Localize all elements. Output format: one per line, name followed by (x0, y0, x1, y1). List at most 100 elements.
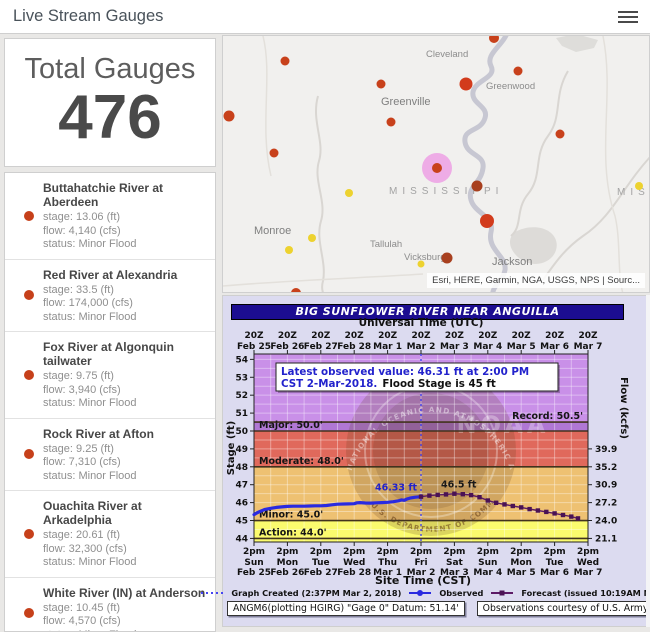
list-item[interactable]: Red River at Alexandria stage: 33.5 (ft) f… (5, 260, 215, 332)
terrain-patch (556, 36, 598, 52)
forecast-point (460, 492, 465, 497)
utc-tick: 20Z (478, 331, 498, 341)
utc-tick: 20Z (545, 331, 565, 341)
svg-text:CST 2-Mar-2018.Flood Stage is: CST 2-Mar-2018. Flood Stage is 45 ft (281, 378, 496, 390)
app-title: Live Stream Gauges (13, 7, 164, 25)
forecast-point (552, 511, 557, 516)
gauge-flow: flow: 32,300 (cfs) (43, 542, 127, 555)
cst-tick-day: Thu (378, 558, 397, 568)
utc-axis-title: Universal Time (UTC) (359, 317, 484, 329)
utc-tick: 20Z (512, 331, 532, 341)
cst-tick-time: 2pm (343, 547, 365, 557)
utc-tick-date: Feb 28 (337, 342, 371, 352)
datum-note: ANGM6(plotting HGIRG) "Gage 0" Datum: 51… (227, 601, 465, 616)
gauge-status-dot (24, 608, 34, 619)
gauge-marker[interactable] (223, 110, 235, 122)
stage-tick: 53 (235, 373, 248, 383)
chart-footer: ANGM6(plotting HGIRG) "Gage 0" Datum: 51… (227, 601, 650, 616)
list-item[interactable]: Buttahatchie River at Aberdeen stage: 13.… (5, 173, 215, 260)
gauge-marker[interactable] (459, 77, 473, 91)
forecast-point (477, 495, 482, 500)
gauge-marker[interactable] (417, 260, 425, 268)
gauge-marker[interactable] (280, 56, 290, 66)
dotted-legend-symbol (200, 589, 224, 597)
cst-tick-day: Mon (510, 558, 532, 568)
gauge-marker[interactable] (269, 148, 279, 158)
flood-line-label: Minor: 45.0' (259, 510, 323, 521)
utc-tick-date: Feb 25 (237, 342, 271, 352)
forecast-point (452, 491, 457, 496)
list-item[interactable]: White River (IN) at Anderson stage: 10.45… (5, 578, 215, 631)
map-panel[interactable]: Esri, HERE, Garmin, NGA, USGS, NPS | Sou… (222, 35, 650, 293)
gauge-status-dot (24, 290, 34, 301)
gauge-marker[interactable] (345, 189, 353, 197)
list-item[interactable]: Rock River at Afton stage: 9.25 (ft) flow:… (5, 419, 215, 491)
stage-tick: 49 (235, 445, 248, 455)
total-gauges-panel: Total Gauges 476 (4, 38, 216, 167)
cst-tick-date: Feb 27 (304, 568, 338, 578)
cst-tick-time: 2pm (477, 547, 499, 557)
river-tributary-west (314, 95, 325, 292)
forecast-point (575, 516, 581, 521)
list-item[interactable]: Ouachita River at Arkadelphia stage: 20.6… (5, 491, 215, 578)
gauge-flow: flow: 174,000 (cfs) (43, 297, 133, 309)
cst-tick-day: Sun (244, 558, 263, 568)
gauge-marker[interactable] (635, 182, 643, 190)
flow-tick: 24.0 (595, 517, 617, 527)
gauge-name: Buttahatchie River at Aberdeen (43, 181, 164, 209)
utc-tick: 20Z (244, 331, 264, 341)
fcst-line-legend-label: Forecast (issued 10:19AM Mar 2) (521, 588, 650, 598)
forecast-point (493, 500, 499, 505)
hydrograph-title: BIG SUNFLOWER RIVER NEAR ANGUILLA (231, 304, 624, 320)
utc-tick-date: Mar 5 (507, 342, 536, 352)
app-header: Live Stream Gauges (0, 0, 650, 34)
cst-tick-time: 2pm (377, 547, 399, 557)
cst-tick-time: 2pm (510, 547, 532, 557)
gauge-marker[interactable] (291, 288, 301, 292)
gauge-list[interactable]: Buttahatchie River at Aberdeen stage: 13.… (4, 172, 216, 632)
stage-tick: 51 (235, 409, 248, 419)
river-yazoo (510, 70, 569, 237)
utc-tick: 20Z (445, 331, 465, 341)
cst-tick-time: 2pm (310, 547, 332, 557)
gauge-marker[interactable] (386, 117, 396, 127)
gauge-status-dot (24, 449, 34, 460)
utc-tick: 20Z (278, 331, 298, 341)
site-time-label: Site Time (CST) (374, 574, 472, 587)
forecast-point (427, 493, 432, 498)
selected-gauge-marker[interactable] (432, 163, 442, 173)
menu-icon[interactable] (618, 8, 638, 24)
list-item[interactable]: Fox River at Algonquin tailwater stage: 9… (5, 332, 215, 419)
map-attribution: Esri, HERE, Garmin, NGA, USGS, NPS | Sou… (427, 273, 645, 288)
cst-tick-day: Wed (343, 558, 365, 568)
flow-tick: 35.2 (595, 463, 617, 473)
cst-tick-date: Mar 7 (574, 568, 603, 578)
forecast-point (502, 502, 507, 507)
gauge-marker[interactable] (513, 66, 523, 76)
flow-tick: 21.1 (595, 534, 617, 544)
cst-tick-date: Feb 28 (337, 568, 371, 578)
forecast-point (443, 492, 449, 497)
gauge-flow: flow: 4,570 (cfs) (43, 615, 121, 627)
cst-tick-day: Sat (446, 558, 464, 568)
gauge-marker[interactable] (376, 79, 386, 89)
stage-tick: 50 (235, 427, 248, 437)
gauge-marker[interactable] (285, 246, 293, 254)
cst-tick-day: Tue (312, 558, 330, 568)
gauge-marker[interactable] (441, 252, 453, 264)
utc-tick: 20Z (378, 331, 398, 341)
gauge-status: status: Minor Flood (43, 238, 137, 250)
gauge-marker[interactable] (471, 180, 483, 192)
flood-line-label: Moderate: 48.0' (259, 456, 344, 467)
gauge-marker[interactable] (489, 36, 499, 43)
gauge-status-dot (24, 528, 34, 539)
gauge-name: White River (IN) at Anderson (43, 585, 206, 600)
gauge-marker[interactable] (480, 214, 494, 228)
forecast-point (535, 508, 541, 513)
flood-line-label: Record: 50.5' (512, 411, 583, 422)
flood-line-label: Action: 44.0' (259, 527, 327, 538)
gauge-marker[interactable] (555, 129, 565, 139)
gauge-marker[interactable] (308, 234, 316, 242)
flood-line-label: Major: 50.0' (259, 420, 323, 431)
cst-tick-day: Tue (546, 558, 564, 568)
